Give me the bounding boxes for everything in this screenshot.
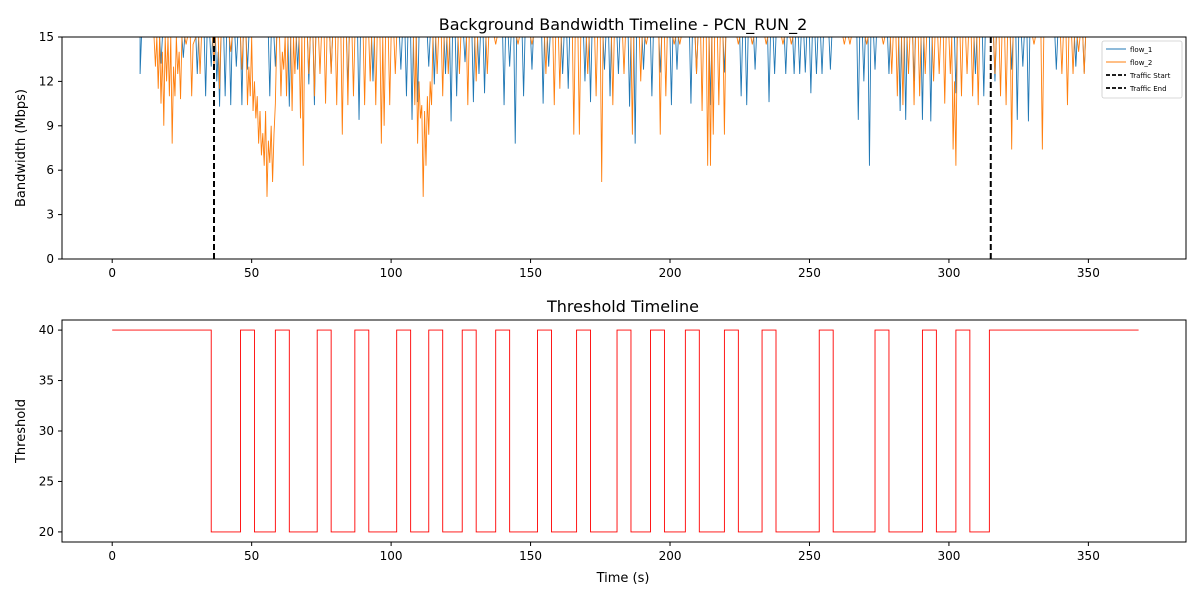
y-tick-label: 15: [39, 30, 54, 44]
threshold-x-ticks: 0 50 100 150 200 250 300 350: [108, 542, 1100, 563]
y-tick-label: 12: [39, 74, 54, 88]
bandwidth-plot-frame: [61, 36, 1187, 260]
y-tick-label: 0: [46, 252, 54, 266]
series-line-chart1-0: [112, 329, 1139, 533]
threshold-series-layer: [112, 329, 1139, 533]
legend-box: [1101, 40, 1183, 99]
bandwidth-y-axis-label: Bandwidth (Mbps): [14, 89, 29, 207]
x-tick-label: 150: [519, 266, 542, 280]
bandwidth-x-ticks: 0 50 100 150 200 250 300 350: [108, 259, 1100, 280]
bandwidth-chart-title: Background Bandwidth Timeline - PCN_RUN_…: [439, 15, 808, 35]
series-line-flow-2: [153, 36, 1087, 197]
threshold-y-ticks: 20 25 30 35 40: [39, 323, 62, 539]
x-tick-label: 200: [659, 266, 682, 280]
x-tick-label: 0: [108, 549, 116, 563]
x-tick-label: 50: [244, 266, 259, 280]
legend-label-flow-1: flow_1: [1130, 46, 1152, 54]
bandwidth-y-ticks: 0 3 6 9 12 15: [39, 30, 62, 266]
x-tick-label: 250: [798, 549, 821, 563]
y-tick-label: 40: [39, 323, 54, 337]
threshold-x-axis-label: Time (s): [596, 571, 650, 586]
threshold-y-axis-label: Threshold: [14, 399, 29, 464]
x-tick-label: 100: [380, 266, 403, 280]
traffic-markers-layer: [213, 37, 992, 259]
x-tick-label: 0: [108, 266, 116, 280]
x-tick-label: 350: [1077, 266, 1100, 280]
y-tick-label: 6: [46, 163, 54, 177]
x-tick-label: 150: [519, 549, 542, 563]
y-tick-label: 30: [39, 424, 54, 438]
x-tick-label: 350: [1077, 549, 1100, 563]
x-tick-label: 100: [380, 549, 403, 563]
x-tick-label: 300: [937, 549, 960, 563]
y-tick-label: 9: [46, 119, 54, 133]
legend-label-traffic-end: Traffic End: [1129, 85, 1167, 93]
y-tick-label: 35: [39, 374, 54, 388]
bandwidth-chart: Background Bandwidth Timeline - PCN_RUN_…: [14, 15, 1187, 280]
y-tick-label: 20: [39, 525, 54, 539]
x-tick-label: 250: [798, 266, 821, 280]
legend-label-flow-2: flow_2: [1130, 59, 1152, 67]
x-tick-label: 300: [937, 266, 960, 280]
y-tick-label: 25: [39, 474, 54, 488]
x-tick-label: 200: [659, 549, 682, 563]
threshold-chart-title: Threshold Timeline: [546, 297, 699, 316]
threshold-chart: Threshold Timeline Threshold Time (s) 0 5…: [14, 297, 1187, 586]
bandwidth-legend: flow_1 flow_2 Traffic Start Traffic End: [1101, 40, 1183, 99]
legend-label-traffic-start: Traffic Start: [1129, 72, 1171, 80]
x-tick-label: 50: [244, 549, 259, 563]
y-tick-label: 3: [46, 208, 54, 222]
